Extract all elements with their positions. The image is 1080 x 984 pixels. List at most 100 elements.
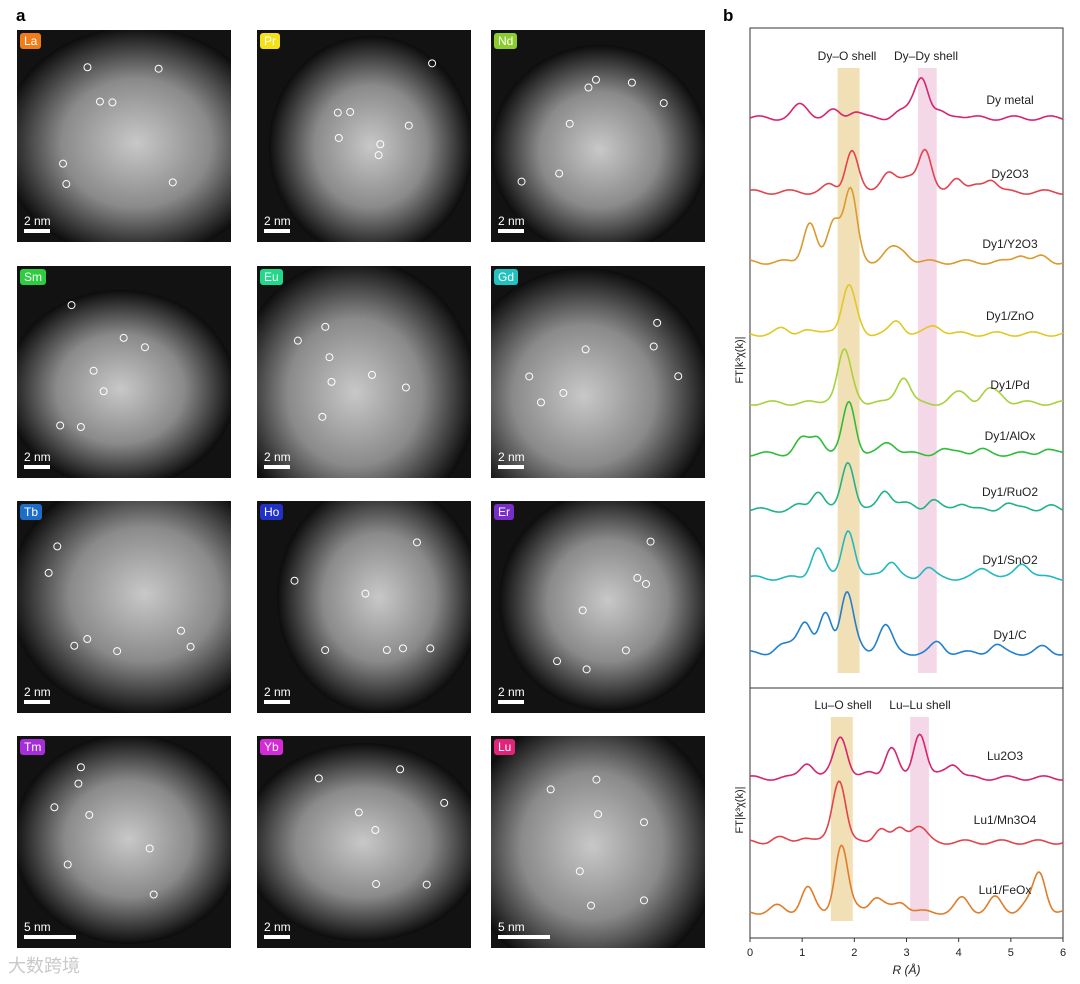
single-atom-marker [76, 422, 85, 431]
haadf-tile-tm: Tm 5 nm [17, 736, 231, 948]
single-atom-marker [422, 880, 431, 889]
scale-bar-label: 2 nm [264, 920, 291, 934]
single-atom-marker [327, 377, 336, 386]
single-atom-marker [396, 765, 405, 774]
haadf-tile-nd: Nd 2 nm [491, 30, 705, 242]
haadf-tile-gd: Gd 2 nm [491, 266, 705, 478]
single-atom-marker [145, 844, 154, 853]
element-badge: La [20, 33, 42, 49]
shell-label: Lu–O shell [814, 698, 871, 712]
single-atom-marker [374, 151, 383, 160]
watermark: 大数跨境 [8, 956, 80, 976]
scale-bar-label: 5 nm [498, 920, 525, 934]
scale-bar-line [24, 465, 50, 469]
micrograph-image [17, 501, 231, 713]
scale-bar-line [24, 935, 76, 939]
single-atom-marker [76, 763, 85, 772]
single-atom-marker [584, 83, 593, 92]
single-atom-marker [53, 542, 62, 551]
haadf-tile-pr: Pr 2 nm [257, 30, 471, 242]
single-atom-marker [325, 353, 334, 362]
shell-label: Dy–Dy shell [894, 49, 958, 63]
x-tick-label: 1 [799, 947, 805, 959]
scale-bar-line [264, 935, 290, 939]
single-atom-marker [318, 412, 327, 421]
scale-bar: 2 nm [24, 685, 51, 704]
single-atom-marker [627, 78, 636, 87]
single-atom-marker [119, 333, 128, 342]
single-atom-marker [525, 372, 534, 381]
single-atom-marker [591, 75, 600, 84]
single-atom-marker [59, 159, 68, 168]
scale-bar-label: 2 nm [264, 214, 291, 228]
single-atom-marker [371, 826, 380, 835]
single-atom-marker [361, 589, 370, 598]
series-line [749, 77, 1064, 121]
shell-band [830, 717, 853, 921]
micrograph-image [257, 736, 471, 948]
scale-bar-label: 2 nm [264, 685, 291, 699]
scale-bar: 2 nm [264, 920, 291, 939]
single-atom-marker [575, 867, 584, 876]
micrograph-image [491, 501, 705, 713]
x-tick-label: 2 [851, 947, 857, 959]
series-label: Dy1/SnO2 [982, 553, 1038, 567]
haadf-tile-tb: Tb 2 nm [17, 501, 231, 713]
scale-bar: 2 nm [498, 685, 525, 704]
series-label: Dy1/RuO2 [982, 485, 1038, 499]
haadf-tile-ho: Ho 2 nm [257, 501, 471, 713]
x-tick-label: 4 [956, 947, 962, 959]
single-atom-marker [555, 169, 564, 178]
scale-bar-line [264, 229, 290, 233]
series-label: Dy2O3 [991, 167, 1029, 181]
scale-bar-line [24, 700, 50, 704]
exafs-chart: 0 1 2 3 4 5 6 R (Å) FT|k³χ(k)| FT|k³χ(k)| Dy–O she… [735, 27, 1066, 977]
single-atom-marker [404, 121, 413, 130]
micrograph-image [17, 736, 231, 948]
x-tick-label: 0 [747, 947, 753, 959]
x-tick-label: 3 [903, 947, 909, 959]
haadf-tile-la: La 2 nm [17, 30, 231, 242]
scale-bar-line [264, 465, 290, 469]
series-label: Dy1/ZnO [986, 309, 1034, 323]
scale-bar: 2 nm [498, 450, 525, 469]
series-line [749, 530, 1064, 581]
scale-bar: 2 nm [24, 450, 51, 469]
single-atom-marker [559, 388, 568, 397]
series-line [749, 186, 1064, 265]
single-atom-marker [412, 538, 421, 547]
single-atom-marker [639, 818, 648, 827]
single-atom-marker [517, 177, 526, 186]
scale-bar-label: 2 nm [498, 450, 525, 464]
series-label: Lu1/Mn3O4 [974, 813, 1037, 827]
x-tick-label: 5 [1008, 947, 1014, 959]
scale-bar: 2 nm [264, 685, 291, 704]
single-atom-marker [649, 342, 658, 351]
single-atom-marker [149, 890, 158, 899]
single-atom-marker [646, 537, 655, 546]
single-atom-marker [99, 387, 108, 396]
scale-bar-label: 2 nm [24, 685, 51, 699]
element-badge: Gd [494, 269, 519, 285]
scale-bar: 2 nm [264, 450, 291, 469]
scale-bar: 5 nm [24, 920, 76, 939]
single-atom-marker [354, 808, 363, 817]
series-label: Dy1/Pd [990, 378, 1029, 392]
single-atom-marker [659, 99, 668, 108]
single-atom-marker [641, 579, 650, 588]
single-atom-marker [653, 318, 662, 327]
series-label: Dy1/Y2O3 [982, 237, 1038, 251]
plot-frame [749, 27, 1064, 939]
micrograph-image [491, 266, 705, 478]
haadf-tile-yb: Yb 2 nm [257, 736, 471, 948]
scale-bar-line [24, 229, 50, 233]
element-badge: Tm [20, 739, 46, 755]
single-atom-marker [321, 322, 330, 331]
single-atom-marker [113, 647, 122, 656]
single-atom-marker [546, 785, 555, 794]
shell-band [837, 68, 860, 673]
single-atom-marker [95, 97, 104, 106]
shell-band [910, 717, 929, 921]
single-atom-marker [639, 896, 648, 905]
single-atom-marker [333, 108, 342, 117]
